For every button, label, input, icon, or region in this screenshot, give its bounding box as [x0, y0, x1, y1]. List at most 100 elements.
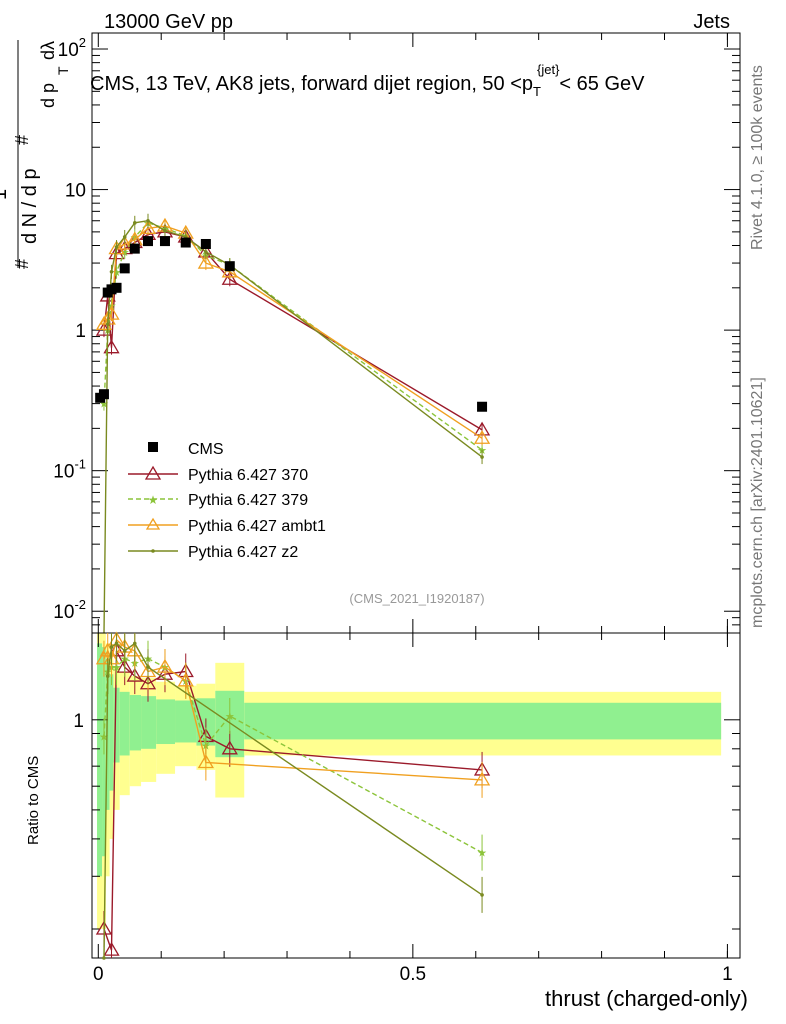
ratio-point [102, 956, 106, 960]
legend-label-z2: Pythia 6.427 z2 [188, 544, 298, 561]
cms-point [142, 236, 153, 247]
ratio-frame [91, 632, 741, 959]
ratio-y-tick-label: 1 [73, 711, 84, 732]
cms-point [106, 284, 117, 295]
ratio-point [126, 667, 143, 682]
ratio-band-inner [109, 674, 114, 791]
svg-text:dλ: dλ [38, 41, 58, 60]
ratio-point [132, 641, 137, 646]
cms-point [477, 401, 488, 412]
series-line-2 [103, 225, 483, 439]
data-point [473, 429, 491, 444]
data-point: ★ [120, 247, 130, 259]
data-point [480, 455, 484, 459]
cms-point [119, 263, 130, 274]
y-tick-label: 10-1 [53, 457, 86, 483]
cms-point [111, 282, 122, 293]
data-point [139, 220, 157, 234]
data-point [132, 221, 137, 225]
cms-point [98, 389, 109, 400]
legend: CMS Pythia 6.427 370 ★ Pythia 6.427 379 … [128, 441, 326, 561]
data-point [221, 270, 238, 285]
x-tick-label: 0 [93, 964, 104, 985]
ratio-plot: 0 0.5 11★★★★★ ★ ★★★★★★ [73, 631, 741, 985]
x-tick-label: 1 [722, 964, 733, 985]
ratio-point [156, 658, 174, 673]
legend-entry-z2: Pythia 6.427 z2 [128, 544, 298, 561]
svg-text:#: # [12, 135, 32, 145]
x-tick-label: 0.5 [400, 964, 426, 985]
ratio-band-inner [113, 687, 120, 763]
side-label-top: Rivet 4.1.0, ≥ 100k events [749, 65, 766, 250]
y-axis-label-ratio: Ratio to CMS [25, 756, 42, 845]
data-point [122, 235, 127, 239]
ratio-point [103, 941, 120, 956]
cms-point [159, 236, 170, 247]
y-axis-label-main: # d N / d p # 1 d p T dλ [0, 40, 71, 269]
svg-text:1: 1 [0, 189, 11, 200]
ratio-band-inner [105, 658, 110, 810]
y-tick-label: 10 [65, 181, 86, 202]
header-left: 13000 GeV pp [104, 11, 233, 33]
ratio-band-inner [244, 702, 722, 740]
svg-text:CMS, 13 TeV, AK8 jets, forward: CMS, 13 TeV, AK8 jets, forward dijet reg… [90, 62, 645, 99]
data-point [146, 218, 150, 223]
legend-entry-379: ★ Pythia 6.427 379 [128, 492, 308, 509]
ratio-point [122, 649, 127, 653]
data-point [108, 245, 125, 260]
main-frame [91, 32, 741, 634]
side-label-bottom: mcplots.cern.ch [arXiv:2401.10621] [749, 377, 766, 628]
svg-text:d p: d p [38, 83, 58, 108]
ratio-band-inner [175, 700, 197, 743]
data-point [163, 228, 167, 233]
ratio-band-inner [156, 699, 176, 745]
ratio-point [114, 641, 119, 646]
header-right: Jets [693, 11, 730, 33]
data-point [114, 245, 119, 249]
data-point [197, 254, 215, 269]
data-point: ★ [112, 267, 122, 279]
series-line-3 [103, 219, 483, 634]
ratio-band-inner [97, 643, 103, 877]
cms-point [180, 237, 191, 248]
data-point [105, 322, 110, 327]
legend-label-cms: CMS [188, 441, 224, 458]
y-tick-label: 102 [58, 35, 86, 61]
ratio-point [105, 674, 110, 678]
ratio-point [177, 672, 194, 687]
legend-label-379: Pythia 6.427 379 [188, 492, 308, 509]
ratio-point: ★ [112, 662, 122, 674]
legend-entry-ambt1: Pythia 6.427 ambt1 [128, 517, 326, 535]
data-point [109, 269, 114, 274]
x-axis-label: thrust (charged-only) [545, 986, 748, 1011]
data-point: ★ [99, 399, 109, 411]
data-point [204, 250, 208, 254]
ratio-point [221, 740, 238, 755]
ratio-band-inner [129, 695, 142, 751]
chart-title: CMS, 13 TeV, AK8 jets, forward dijet reg… [90, 62, 645, 99]
series-line-1 [103, 221, 483, 451]
ratio-point: ★ [477, 848, 487, 860]
y-tick-label: 10-2 [53, 597, 86, 623]
legend-label-ambt1: Pythia 6.427 ambt1 [188, 518, 326, 535]
analysis-id: (CMS_2021_I1920187) [349, 591, 484, 606]
legend-entry-cms: CMS [148, 441, 224, 458]
svg-text:#: # [12, 259, 32, 269]
svg-text:★: ★ [148, 493, 159, 507]
cms-point [200, 238, 211, 249]
ratio-point: ★ [225, 711, 235, 723]
svg-text:d N / d p: d N / d p [19, 168, 41, 244]
ratio-point [473, 771, 491, 786]
ratio-band-inner [119, 691, 130, 756]
ratio-band-inner [141, 696, 157, 749]
ratio-line-3 [103, 642, 483, 959]
cms-point [224, 261, 235, 272]
ratio-point [480, 893, 484, 897]
y-tick-label: 1 [75, 321, 86, 342]
legend-label-370: Pythia 6.427 370 [188, 467, 308, 484]
cms-point [129, 243, 140, 254]
ratio-point: ★ [99, 731, 109, 743]
legend-entry-370: Pythia 6.427 370 [128, 465, 308, 484]
